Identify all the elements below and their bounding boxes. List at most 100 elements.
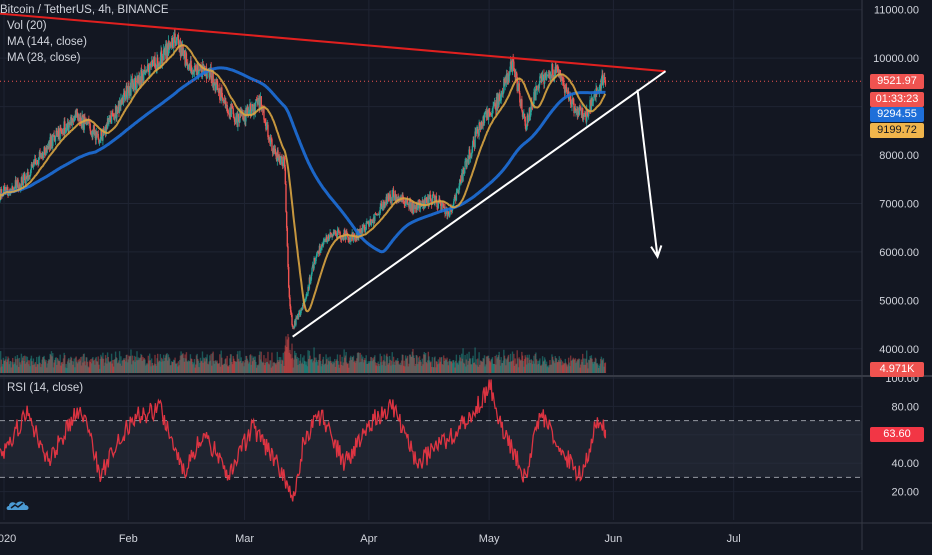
volume-bar bbox=[405, 358, 407, 373]
volume-bar bbox=[90, 363, 93, 373]
candle-body bbox=[479, 122, 481, 127]
volume-bar bbox=[291, 357, 294, 373]
candle-body bbox=[60, 127, 62, 131]
candle-body bbox=[56, 130, 58, 133]
candle-body bbox=[233, 114, 235, 118]
candle-body bbox=[353, 234, 355, 236]
volume-bar bbox=[544, 359, 546, 373]
volume-bar bbox=[72, 361, 75, 373]
candle-body bbox=[177, 35, 180, 44]
volume-bar bbox=[415, 355, 417, 373]
candle-body bbox=[313, 257, 315, 269]
volume-bar bbox=[573, 359, 575, 373]
volume-bar bbox=[324, 363, 326, 373]
volume-bar bbox=[458, 360, 460, 373]
volume-bar bbox=[120, 365, 123, 373]
volume-bars bbox=[0, 333, 607, 373]
candle-body bbox=[551, 64, 554, 78]
candle-body bbox=[231, 105, 233, 107]
volume-bar bbox=[263, 365, 266, 373]
candle-body bbox=[158, 63, 160, 67]
volume-bar bbox=[26, 356, 29, 373]
volume-bar bbox=[102, 352, 104, 373]
time-tick-label: Jun bbox=[605, 533, 623, 545]
volume-bar bbox=[495, 354, 498, 373]
volume-bar bbox=[175, 364, 178, 373]
candle-body bbox=[584, 112, 587, 115]
price-tick-label: 11000.00 bbox=[874, 5, 919, 17]
volume-bar bbox=[600, 358, 602, 373]
candle-body bbox=[33, 162, 35, 163]
candle-body bbox=[99, 139, 101, 143]
volume-bar bbox=[507, 356, 509, 373]
tradingview-logo-icon[interactable] bbox=[5, 497, 31, 513]
volume-bar bbox=[435, 361, 438, 373]
volume-bar bbox=[541, 356, 544, 373]
volume-bar bbox=[55, 357, 57, 373]
volume-bar bbox=[248, 362, 250, 373]
candle-body bbox=[269, 138, 272, 144]
time-tick-label: Mar bbox=[235, 533, 254, 545]
candle-body bbox=[568, 97, 571, 100]
volume-bar bbox=[8, 364, 11, 373]
volume-bar bbox=[580, 359, 583, 373]
candle-body bbox=[54, 137, 57, 142]
chart-title: Bitcoin / TetherUS, 4h, BINANCE bbox=[0, 4, 169, 16]
candle-body bbox=[58, 128, 60, 137]
volume-bar bbox=[434, 367, 437, 373]
volume-bar bbox=[134, 356, 137, 373]
volume-bar bbox=[575, 362, 577, 373]
candle-body bbox=[522, 114, 524, 117]
candle-body bbox=[329, 232, 331, 238]
candle-body bbox=[378, 213, 381, 215]
candle-body bbox=[6, 187, 9, 191]
volume-bar bbox=[513, 353, 515, 373]
volume-bar bbox=[598, 365, 601, 373]
volume-bar bbox=[64, 355, 66, 373]
volume-bar bbox=[153, 363, 156, 373]
volume-bar bbox=[372, 358, 374, 373]
volume-bar bbox=[489, 361, 491, 373]
volume-bar bbox=[453, 362, 456, 373]
volume-bar bbox=[494, 355, 496, 373]
volume-bar bbox=[506, 358, 508, 373]
candle-body bbox=[171, 37, 174, 46]
volume-bar bbox=[384, 361, 386, 373]
volume-bar bbox=[330, 363, 333, 373]
volume-bar bbox=[250, 364, 252, 373]
volume-bar bbox=[93, 359, 95, 373]
volume-bar bbox=[100, 354, 102, 373]
volume-bar bbox=[402, 354, 404, 373]
candle-body bbox=[535, 85, 537, 101]
candle-body bbox=[20, 177, 23, 189]
candle-body bbox=[524, 116, 526, 126]
candle-body bbox=[152, 62, 155, 66]
candle-body bbox=[77, 115, 79, 119]
candle-body bbox=[243, 120, 245, 122]
volume-bar bbox=[444, 358, 446, 373]
volume-bar bbox=[438, 363, 440, 373]
volume-bar bbox=[585, 358, 587, 373]
volume-bar bbox=[241, 361, 244, 373]
candle-body bbox=[159, 57, 162, 66]
volume-bar bbox=[4, 359, 7, 373]
candle-body bbox=[299, 311, 302, 315]
volume-bar bbox=[443, 361, 446, 373]
volume-bar bbox=[341, 356, 343, 373]
volume-bar bbox=[213, 361, 215, 373]
volume-bar bbox=[142, 356, 144, 373]
volume-bar bbox=[124, 358, 126, 373]
volume-bar bbox=[329, 356, 331, 373]
volume-bar bbox=[85, 357, 87, 373]
volume-bar bbox=[579, 367, 581, 373]
volume-bar bbox=[143, 358, 146, 373]
candle-body bbox=[587, 111, 590, 116]
volume-bar bbox=[308, 350, 311, 373]
candle-body bbox=[230, 105, 232, 117]
volume-bar bbox=[457, 364, 460, 373]
volume-bar bbox=[317, 365, 319, 373]
volume-bar bbox=[286, 339, 289, 373]
volume-bar bbox=[230, 354, 232, 373]
volume-bar bbox=[36, 364, 39, 373]
